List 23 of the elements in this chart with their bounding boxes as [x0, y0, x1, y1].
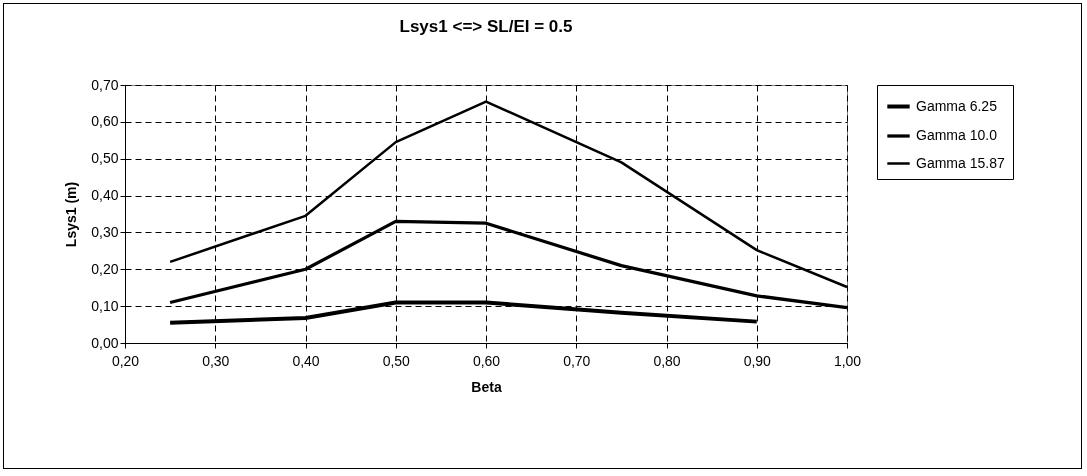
y-tick-label: 0,60 — [91, 113, 119, 130]
x-tick-label: 0,60 — [472, 352, 501, 369]
y-tick-label: 0,50 — [91, 150, 119, 167]
legend-label: Gamma 10.0 — [916, 127, 998, 143]
x-axis-title: Beta — [471, 378, 502, 395]
legend-label: Gamma 6.25 — [916, 97, 998, 114]
x-tick-label: 0,90 — [743, 352, 772, 369]
y-tick-label: 0,00 — [91, 334, 119, 351]
y-tick-label: 0,20 — [91, 260, 119, 277]
y-tick-label: 0,40 — [91, 187, 119, 204]
x-tick-label: 1,00 — [833, 352, 862, 369]
x-tick-label: 0,80 — [653, 352, 681, 369]
legend-label: Gamma 15.87 — [916, 154, 1005, 171]
x-tick-label: 0,40 — [292, 352, 320, 369]
x-tick-label: 0,20 — [111, 352, 140, 369]
x-tick-label: 0,50 — [382, 352, 411, 369]
y-tick-label: 0,10 — [91, 297, 119, 314]
x-tick-label: 0,30 — [202, 352, 230, 369]
y-tick-label: 0,30 — [91, 223, 119, 240]
y-axis-title: Lsys1 (m) — [63, 181, 80, 248]
chart-title: Lsys1 <=> SL/EI = 0.5 — [399, 17, 573, 36]
x-tick-label: 0,70 — [563, 352, 591, 369]
y-tick-label: 0,70 — [91, 76, 119, 93]
